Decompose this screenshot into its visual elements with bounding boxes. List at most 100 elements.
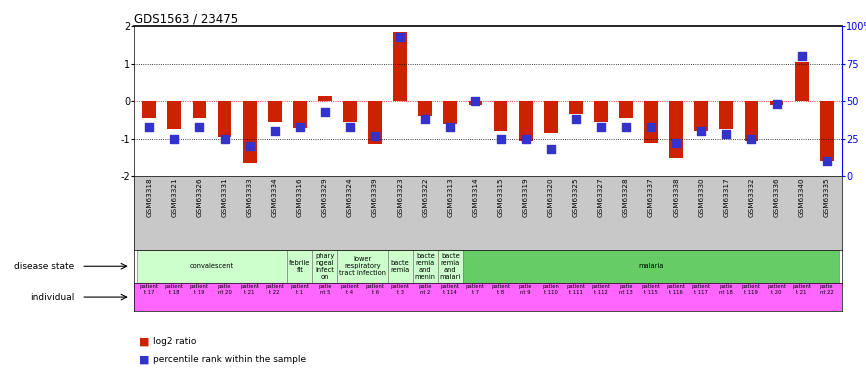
Point [695, 128, 708, 134]
Text: patie
nt 5: patie nt 5 [318, 284, 332, 295]
Bar [669, 101, 683, 158]
Bar [594, 101, 608, 122]
Text: GSM63330: GSM63330 [698, 178, 704, 218]
Text: bacte
remia
and
malari: bacte remia and malari [440, 253, 461, 280]
Bar [795, 62, 809, 101]
Text: patient
t 1: patient t 1 [290, 284, 309, 295]
Point [469, 98, 482, 104]
Text: patient
t 115: patient t 115 [642, 284, 661, 295]
Point [418, 116, 432, 122]
Bar [770, 101, 784, 105]
Text: patient
t 20: patient t 20 [767, 284, 786, 295]
Bar [745, 101, 759, 141]
Point [217, 136, 231, 142]
Bar [494, 101, 507, 131]
Text: GSM63327: GSM63327 [598, 178, 604, 218]
Text: patient
t 117: patient t 117 [692, 284, 711, 295]
Bar [463, 250, 839, 283]
Point [368, 133, 382, 139]
Text: patient
t 8: patient t 8 [491, 284, 510, 295]
Bar [388, 250, 413, 283]
Point [293, 124, 307, 130]
Bar [438, 250, 463, 283]
Point [142, 124, 156, 130]
Bar [644, 101, 658, 142]
Text: patient
t 6: patient t 6 [365, 284, 385, 295]
Text: patie
nt 2: patie nt 2 [418, 284, 432, 295]
Text: phary
ngeal
infect
on: phary ngeal infect on [315, 253, 334, 280]
Point [443, 124, 457, 130]
Bar [443, 101, 457, 124]
Bar [569, 101, 583, 114]
Text: febrile
fit: febrile fit [289, 260, 311, 273]
Bar [720, 101, 734, 129]
Bar [544, 101, 558, 133]
Text: GSM63336: GSM63336 [773, 178, 779, 218]
Text: GSM63313: GSM63313 [448, 178, 454, 218]
Text: GSM63323: GSM63323 [397, 178, 404, 218]
Text: lower
respiratory
tract infection: lower respiratory tract infection [339, 256, 386, 276]
Text: GSM63321: GSM63321 [171, 178, 178, 218]
Point [569, 116, 583, 122]
Text: GSM63324: GSM63324 [347, 178, 353, 218]
Text: GSM63328: GSM63328 [623, 178, 629, 218]
Text: ■: ■ [139, 336, 149, 346]
Bar [368, 101, 382, 144]
Point [820, 158, 834, 164]
Text: GDS1563 / 23475: GDS1563 / 23475 [134, 12, 238, 25]
Text: bacte
remia: bacte remia [391, 260, 410, 273]
Text: percentile rank within the sample: percentile rank within the sample [153, 356, 307, 364]
Text: patient
t 114: patient t 114 [441, 284, 460, 295]
Point [720, 131, 734, 137]
Text: GSM63340: GSM63340 [798, 178, 805, 218]
Bar [288, 250, 313, 283]
Text: patient
t 111: patient t 111 [566, 284, 585, 295]
Text: patient
t 4: patient t 4 [340, 284, 359, 295]
Text: GSM63333: GSM63333 [247, 178, 253, 218]
Point [192, 124, 206, 130]
Text: patient
t 7: patient t 7 [466, 284, 485, 295]
Text: GSM63338: GSM63338 [673, 178, 679, 218]
Text: patie
nt 22: patie nt 22 [820, 284, 834, 295]
Text: log2 ratio: log2 ratio [153, 337, 197, 346]
Point [795, 53, 809, 59]
Text: GSM63320: GSM63320 [547, 178, 553, 218]
Text: GSM63339: GSM63339 [372, 178, 378, 218]
Point [619, 124, 633, 130]
Point [268, 128, 281, 134]
Bar [217, 101, 231, 137]
Bar [167, 101, 181, 129]
Point [544, 146, 558, 152]
Text: patient
t 119: patient t 119 [742, 284, 761, 295]
Bar [418, 101, 432, 116]
Bar [519, 101, 533, 141]
Bar [268, 101, 281, 122]
Text: patient
t 3: patient t 3 [391, 284, 410, 295]
Text: patie
nt 20: patie nt 20 [217, 284, 231, 295]
Text: ■: ■ [139, 355, 149, 365]
Bar [393, 32, 407, 101]
Point [242, 143, 256, 149]
Text: GSM63316: GSM63316 [297, 178, 303, 218]
Bar [695, 101, 708, 131]
Text: GSM63334: GSM63334 [272, 178, 278, 218]
Bar [338, 250, 388, 283]
Text: patient
t 112: patient t 112 [591, 284, 611, 295]
Bar [192, 101, 206, 118]
Text: patient
t 18: patient t 18 [165, 284, 184, 295]
Bar [820, 101, 834, 161]
Bar [318, 96, 332, 101]
Bar [242, 101, 256, 163]
Text: disease state: disease state [14, 262, 74, 271]
Text: convalescent: convalescent [190, 263, 234, 269]
Point [644, 124, 658, 130]
Text: patient
t 19: patient t 19 [190, 284, 209, 295]
Text: patient
t 21: patient t 21 [792, 284, 811, 295]
Bar [343, 101, 357, 122]
Text: GSM63318: GSM63318 [146, 178, 152, 218]
Text: patien
t 110: patien t 110 [542, 284, 559, 295]
Point [343, 124, 357, 130]
Text: GSM63326: GSM63326 [197, 178, 203, 218]
Text: patient
t 22: patient t 22 [265, 284, 284, 295]
Text: GSM63315: GSM63315 [498, 178, 503, 218]
